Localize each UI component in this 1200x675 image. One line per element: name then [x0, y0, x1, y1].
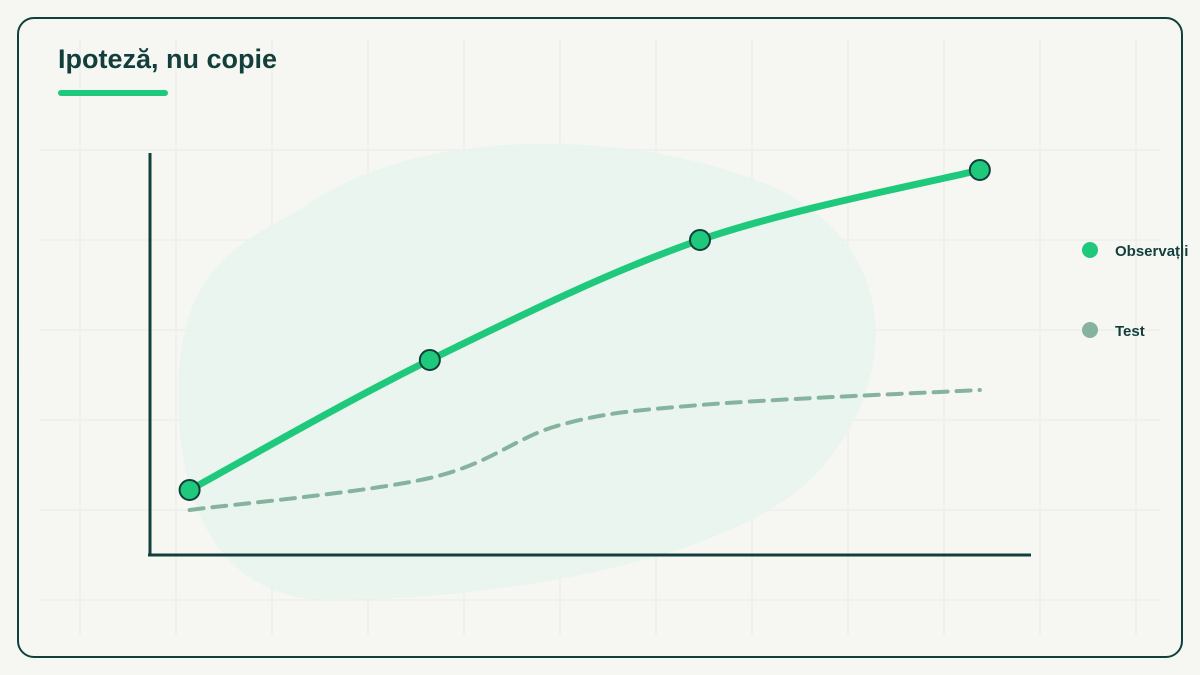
legend-label: Test [1115, 323, 1145, 340]
data-point [968, 159, 991, 181]
series-line [186, 166, 984, 494]
title-underline [58, 90, 168, 96]
series-line [187, 388, 982, 512]
background-blob [178, 143, 876, 600]
data-point [178, 479, 201, 501]
data-point [689, 229, 711, 251]
legend-swatch [1082, 322, 1098, 338]
legend-label: Observații [1115, 243, 1188, 260]
chart-title: Ipoteză, nu copie [58, 44, 277, 74]
legend-swatch [1082, 242, 1098, 258]
data-point [418, 349, 441, 371]
